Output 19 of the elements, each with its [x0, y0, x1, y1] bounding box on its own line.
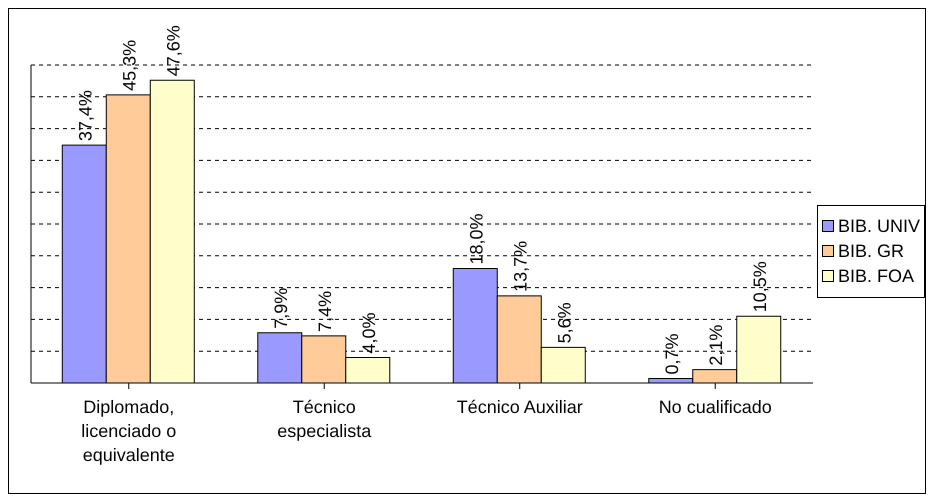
- data-label: 45,3%: [119, 40, 140, 91]
- legend-label: BIB. FOA: [838, 266, 914, 286]
- legend-label: BIB. GR: [838, 240, 904, 262]
- data-label: 47,6%: [163, 25, 184, 76]
- data-label: 18,0%: [466, 213, 486, 265]
- data-label: 5,6%: [554, 302, 574, 344]
- x-tick-label: Técnico especialista: [277, 397, 372, 441]
- data-label: 10,5%: [750, 261, 770, 312]
- x-tick-label: Técnico Auxiliar: [456, 397, 583, 417]
- data-label: 4,0%: [358, 312, 379, 354]
- data-label: 37,4%: [75, 90, 96, 142]
- data-label: 7,4%: [314, 290, 335, 332]
- x-tick-label: No cualificado: [658, 397, 772, 417]
- data-label: 0,7%: [662, 334, 682, 375]
- data-label: 2,1%: [706, 324, 726, 366]
- data-label: 13,7%: [510, 240, 530, 292]
- data-label: 7,9%: [270, 288, 291, 329]
- legend-label: BIB. UNIV: [838, 216, 920, 236]
- x-tick-label: Diplomado, licenciado o equivalente: [81, 397, 176, 465]
